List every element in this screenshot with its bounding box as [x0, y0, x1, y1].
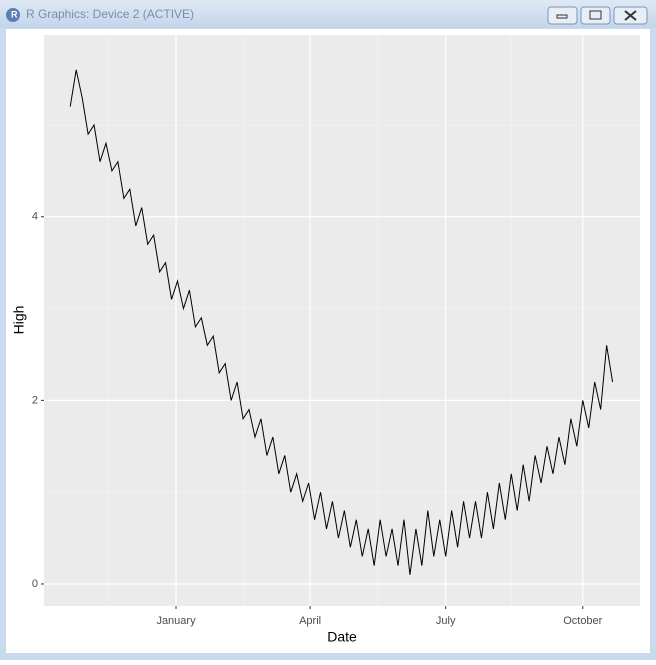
y-tick-label: 0: [32, 578, 38, 590]
close-icon: [624, 10, 637, 21]
y-tick-label: 4: [32, 211, 38, 223]
x-axis-title: Date: [327, 629, 357, 645]
title-bar: [0, 0, 656, 28]
window-title: R Graphics: Device 2 (ACTIVE): [26, 7, 194, 21]
plot-panel: [44, 35, 640, 606]
window-buttons[interactable]: [547, 6, 648, 25]
maximize-icon: [589, 10, 602, 20]
data-line: [69, 69, 614, 575]
x-tick-label: April: [299, 615, 321, 627]
minimize-icon: [556, 14, 568, 19]
r-icon: [6, 8, 20, 22]
maximize-button[interactable]: [580, 6, 611, 25]
x-tick-label: October: [563, 615, 602, 627]
plot: [69, 69, 614, 575]
x-tick-label: July: [436, 615, 456, 627]
y-axis-title: High: [11, 306, 27, 335]
x-tick-label: January: [156, 615, 196, 627]
y-tick-label: 2: [32, 394, 38, 406]
r-icon-letter: R: [11, 9, 18, 19]
